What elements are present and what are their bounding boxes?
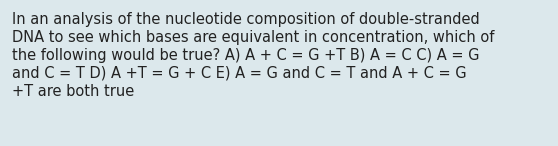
Text: In an analysis of the nucleotide composition of double-stranded: In an analysis of the nucleotide composi… (12, 12, 480, 27)
Text: +T are both true: +T are both true (12, 84, 134, 99)
Text: DNA to see which bases are equivalent in concentration, which of: DNA to see which bases are equivalent in… (12, 30, 494, 45)
Text: the following would be true? A) A + C = G +T B) A = C C) A = G: the following would be true? A) A + C = … (12, 48, 479, 63)
Text: and C = T D) A +T = G + C E) A = G and C = T and A + C = G: and C = T D) A +T = G + C E) A = G and C… (12, 66, 466, 81)
